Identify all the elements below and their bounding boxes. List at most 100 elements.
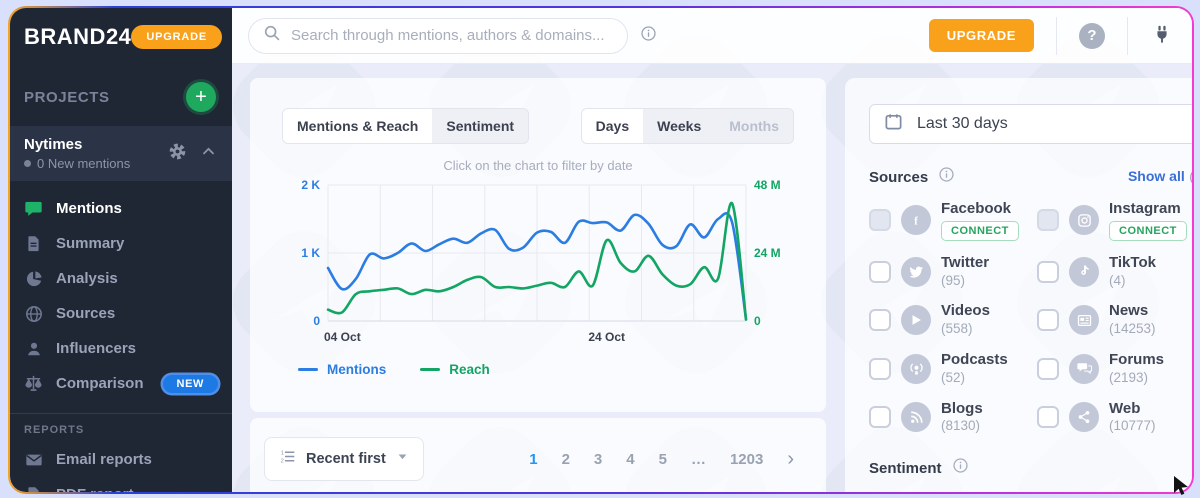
gear-icon[interactable] <box>168 142 187 166</box>
page-button-3[interactable]: 3 <box>593 450 603 468</box>
checkbox-instagram[interactable] <box>1037 209 1059 232</box>
source-label: Blogs <box>941 399 983 417</box>
checkbox-tiktok[interactable] <box>1037 260 1059 283</box>
tab-mentions-reach[interactable]: Mentions & Reach <box>283 109 433 143</box>
sentiment-info-icon[interactable] <box>952 457 969 479</box>
sidebar-menu: Mentions Summary Analysis Sources Influencer… <box>10 181 232 401</box>
show-all-count: (3606 <box>1189 168 1192 184</box>
source-filter-instagram[interactable]: Instagram CONNECT <box>1037 200 1192 241</box>
twitter-icon <box>901 256 931 287</box>
date-range-select[interactable]: Last 30 days <box>869 104 1192 144</box>
next-page-button[interactable]: › <box>787 448 794 470</box>
checkbox-forums[interactable] <box>1037 357 1059 380</box>
page-button-5[interactable]: 5 <box>658 450 667 468</box>
svg-text:2: 2 <box>281 458 284 464</box>
source-filter-web[interactable]: Web (10777) <box>1037 400 1192 436</box>
date-range-value: Last 30 days <box>917 115 1008 132</box>
svg-text:0: 0 <box>313 314 320 328</box>
svg-text:24 Oct: 24 Oct <box>588 330 625 344</box>
sidebar-item-summary[interactable]: Summary <box>10 226 232 261</box>
connect-button-instagram[interactable]: CONNECT <box>1109 220 1187 241</box>
project-row-nytimes[interactable]: Nytimes 0 New mentions <box>10 126 232 181</box>
source-filter-facebook[interactable]: f Facebook CONNECT <box>869 200 1037 241</box>
sidebar-item-label: Analysis <box>56 270 118 287</box>
source-label: Facebook <box>941 200 1012 217</box>
source-filter-forums[interactable]: Forums (2193) <box>1037 351 1192 387</box>
page-button-4[interactable]: 4 <box>626 450 635 468</box>
show-all-link[interactable]: Show all <box>1127 168 1185 184</box>
plug-integrations-icon[interactable] <box>1150 21 1174 50</box>
mentions-reach-chart[interactable]: 0 0 1 K 24 M 2 K 48 M 04 Oct 24 Oct <box>282 175 794 358</box>
source-label: Twitter <box>941 253 990 271</box>
search-bar[interactable] <box>248 17 628 54</box>
doc-icon <box>24 234 43 253</box>
sidebar-item-pdf-report[interactable]: PDF PDF report <box>10 477 232 492</box>
source-filter-twitter[interactable]: Twitter (95) <box>869 254 1037 290</box>
chevron-up-icon[interactable] <box>201 144 216 164</box>
sidebar-item-label: Email reports <box>56 451 152 468</box>
source-filter-tiktok[interactable]: TikTok (4) <box>1037 254 1192 290</box>
topbar-upgrade-button[interactable]: UPGRADE <box>928 19 1034 52</box>
search-input[interactable] <box>291 27 613 44</box>
sidebar-item-comparison[interactable]: Comparison NEW <box>10 366 232 401</box>
chat-icon <box>24 199 43 218</box>
page-button-1203[interactable]: 1203 <box>729 450 764 468</box>
sidebar-upgrade-button[interactable]: UPGRADE <box>131 25 223 49</box>
checkbox-news[interactable] <box>1037 309 1059 332</box>
svg-text:f: f <box>914 216 918 228</box>
sidebar-item-label: Influencers <box>56 340 137 357</box>
svg-text:0: 0 <box>754 314 761 328</box>
source-filter-blogs[interactable]: Blogs (8130) <box>869 400 1037 436</box>
sources-info-icon[interactable] <box>938 166 955 188</box>
source-label: Forums <box>1109 351 1165 368</box>
source-filter-videos[interactable]: Videos (558) <box>869 302 1037 338</box>
add-project-button[interactable]: + <box>186 82 216 112</box>
sentiment-heading: Sentiment <box>869 459 942 477</box>
brand-logo: BRAND24 <box>24 24 132 49</box>
reports-heading: REPORTS <box>24 424 85 436</box>
chart-canvas[interactable]: 0 0 1 K 24 M 2 K 48 M 04 Oct 24 Oct <box>282 175 794 353</box>
facebook-icon: f <box>901 205 931 236</box>
period-days[interactable]: Days <box>581 109 644 143</box>
sidebar-item-email-reports[interactable]: Email reports <box>10 442 232 477</box>
checkbox-blogs[interactable] <box>869 406 891 429</box>
period-months[interactable]: Months <box>715 109 793 143</box>
legend-swatch <box>298 368 318 371</box>
search-info-icon[interactable] <box>640 25 657 47</box>
pdf-icon: PDF <box>24 485 43 492</box>
checkbox-web[interactable] <box>1037 406 1059 429</box>
sidebar-item-influencers[interactable]: Influencers <box>10 331 232 366</box>
checkbox-podcasts[interactable] <box>869 357 891 380</box>
svg-text:48 M: 48 M <box>754 178 781 192</box>
scales-icon <box>24 374 43 393</box>
source-filter-news[interactable]: News (14253) <box>1037 302 1192 338</box>
sidebar-item-mentions[interactable]: Mentions <box>10 191 232 226</box>
tab-sentiment[interactable]: Sentiment <box>432 109 528 143</box>
period-weeks[interactable]: Weeks <box>643 109 715 143</box>
legend-item-reach[interactable]: Reach <box>420 362 490 377</box>
legend-item-mentions[interactable]: Mentions <box>298 362 386 377</box>
web-icon <box>1069 402 1099 433</box>
new-badge: NEW <box>162 374 218 393</box>
svg-text:2 K: 2 K <box>301 178 320 192</box>
page-button-2[interactable]: 2 <box>561 450 570 468</box>
help-icon[interactable]: ? <box>1079 22 1105 49</box>
search-icon <box>263 24 281 47</box>
checkbox-facebook[interactable] <box>869 209 891 232</box>
project-name: Nytimes <box>24 136 83 153</box>
source-filter-podcasts[interactable]: Podcasts (52) <box>869 351 1037 387</box>
envelope-icon <box>24 450 43 469</box>
source-count: (95) <box>941 272 966 288</box>
new-mentions-dot <box>24 160 31 167</box>
connect-button-facebook[interactable]: CONNECT <box>941 220 1019 241</box>
page-button-1[interactable]: 1 <box>529 450 538 468</box>
sidebar-item-analysis[interactable]: Analysis <box>10 261 232 296</box>
checkbox-twitter[interactable] <box>869 260 891 283</box>
sidebar-item-sources[interactable]: Sources <box>10 296 232 331</box>
checkbox-videos[interactable] <box>869 309 891 332</box>
source-count: (8130) <box>941 418 981 434</box>
source-count: (4) <box>1109 272 1126 288</box>
calendar-icon <box>884 112 903 136</box>
